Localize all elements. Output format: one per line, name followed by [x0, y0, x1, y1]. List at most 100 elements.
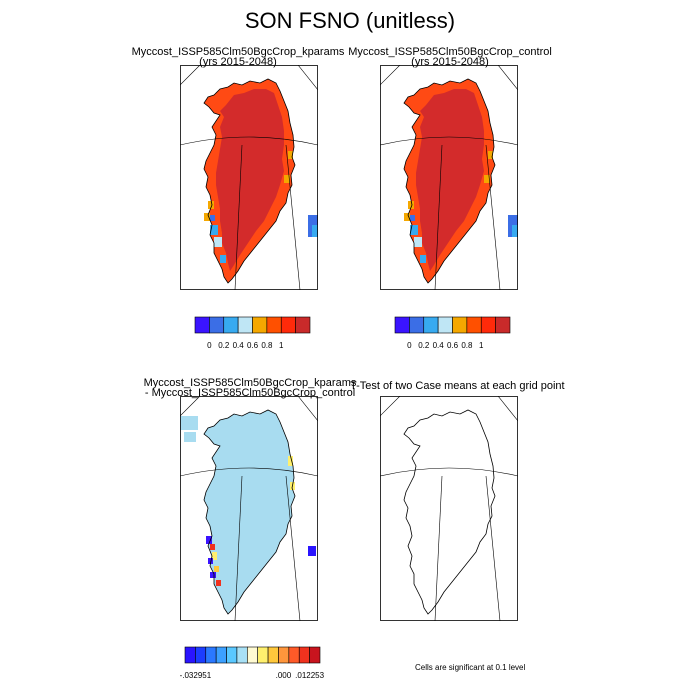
control-coast-cell-0 [408, 201, 414, 209]
control-coast-cell-3 [414, 237, 422, 247]
panel-title-kparams: Myccost_ISSP585Clm50BgcCrop_kparams (yrs… [128, 46, 348, 68]
control-coastline [403, 78, 496, 284]
kparams-colorbar-tick-label: 0.2 [218, 341, 230, 350]
diff-colorbar-swatch-10 [288, 646, 300, 664]
kparams-meridian-2 [285, 144, 301, 290]
kparams-latitude-line [180, 136, 318, 146]
diff-meridian-1 [234, 475, 243, 621]
kparams-colorbar-tick-label: 1 [279, 341, 284, 350]
panel-title-diff-line2: - Myccost_ISSP585Clm50BgcCrop_control [144, 387, 356, 399]
control-colorbar-swatch-7 [495, 316, 511, 334]
control-colorbar-tick-label: 0.4 [433, 341, 445, 350]
control-ellesmere-cell-1 [512, 225, 518, 237]
diff-meridian-3 [180, 396, 201, 417]
ttest-meridian-4 [497, 396, 518, 422]
diff-colorbar-swatch-5 [236, 646, 248, 664]
panel-title-control-line1: Myccost_ISSP585Clm50BgcCrop_control [348, 46, 552, 58]
ttest-latitude-line [380, 467, 518, 477]
control-coast-cell-6 [484, 175, 490, 183]
diff-coast-cell-3 [208, 558, 213, 564]
kparams-colorbar-swatch-6 [280, 316, 296, 334]
diff-colorbar-swatch-7 [257, 646, 269, 664]
kparams-coastline [203, 78, 296, 284]
control-meridian-2 [485, 144, 501, 290]
panel-title-kparams-line2: (yrs 2015-2048) [199, 56, 277, 68]
diff-meridian-4 [297, 396, 318, 422]
kparams-colorbar-tick-label: 0.4 [233, 341, 245, 350]
kparams-colorbar-swatch-0 [194, 316, 210, 334]
diff-colorbar-swatch-9 [278, 646, 290, 664]
control-coast-cell-1 [404, 213, 410, 221]
control-coast-cell-5 [420, 255, 426, 263]
kparams-coast-cell-5 [220, 255, 226, 263]
kparams-colorbar-swatch-2 [223, 316, 239, 334]
diff-coast-cell-6 [216, 580, 221, 586]
control-colorbar-swatch-1 [409, 316, 425, 334]
control-meridian-3 [380, 65, 401, 86]
kparams-coast-cell-7 [288, 151, 293, 159]
ttest-coastline [403, 409, 496, 615]
diff-coast-cell-2 [212, 552, 217, 560]
kparams-meridian-3 [180, 65, 201, 86]
ttest-meridian-2 [485, 475, 501, 621]
diff-coast-cell-9 [308, 546, 316, 556]
control-meridian-1 [434, 144, 443, 290]
control-coast-cell-2 [410, 225, 418, 235]
page-title: SON FSNO (unitless) [244, 8, 456, 33]
diff-coast-cell-7 [288, 456, 293, 466]
diff-ellesmere-cell-0 [180, 416, 198, 430]
diff-ellesmere-cell-1 [184, 432, 196, 442]
kparams-coast-cell-1 [204, 213, 210, 221]
ttest-frame [380, 396, 518, 621]
ttest-meridian-3 [380, 396, 401, 417]
panel-title-control-line2: (yrs 2015-2048) [411, 56, 489, 68]
kparams-colorbar-swatch-1 [209, 316, 225, 334]
control-colorbar-tick-label: 0.6 [447, 341, 459, 350]
colorbar-diff: -.032951 .000.012253 [180, 646, 325, 680]
kparams-colorbar-swatch-7 [295, 316, 311, 334]
control-coast-cell-4 [410, 215, 415, 221]
kparams-frame [180, 65, 318, 290]
map-diff [180, 396, 318, 621]
diff-meridian-2 [285, 475, 301, 621]
diff-interior-fill [216, 420, 284, 602]
diff-colorbar-swatch-2 [205, 646, 217, 664]
map-ttest [380, 396, 518, 621]
kparams-coast-cell-6 [284, 175, 290, 183]
diff-coastline [203, 409, 296, 615]
kparams-meridian-1 [234, 144, 243, 290]
diff-colorbar-swatch-1 [195, 646, 207, 664]
diff-colorbar-swatch-12 [309, 646, 321, 664]
control-meridian-4 [497, 65, 518, 91]
control-frame [380, 65, 518, 290]
diff-colorbar-swatch-11 [298, 646, 310, 664]
control-colorbar-tick-label: 0 [407, 341, 412, 350]
panel-title-control: Myccost_ISSP585Clm50BgcCrop_control (yrs… [340, 46, 560, 68]
diff-colorbar-tick-label: .012253 [295, 671, 324, 680]
kparams-colorbar-tick-label: 0 [207, 341, 212, 350]
control-colorbar-swatch-0 [394, 316, 410, 334]
diff-colorbar-tick-label: -.032951 [180, 671, 212, 680]
control-colorbar-swatch-5 [466, 316, 482, 334]
control-colorbar-swatch-3 [437, 316, 453, 334]
kparams-colorbar-tick-label: 0.8 [261, 341, 273, 350]
map-control [380, 65, 518, 290]
kparams-coast-cell-3 [214, 237, 222, 247]
kparams-interior-fill [216, 89, 284, 271]
diff-frame [180, 396, 318, 621]
control-latitude-line [380, 136, 518, 146]
kparams-ellesmere-cell-1 [312, 225, 318, 237]
kparams-coast-cell-0 [208, 201, 214, 209]
diff-colorbar-swatch-6 [247, 646, 258, 664]
diff-colorbar-swatch-4 [226, 646, 238, 664]
diff-colorbar-swatch-8 [267, 646, 279, 664]
control-colorbar-swatch-2 [423, 316, 439, 334]
control-colorbar-tick-label: 0.8 [461, 341, 473, 350]
control-interior-fill [416, 89, 484, 271]
ttest-meridian-1 [434, 475, 443, 621]
diff-colorbar-swatch-3 [215, 646, 227, 664]
map-kparams [180, 65, 318, 290]
panel-title-kparams-line1: Myccost_ISSP585Clm50BgcCrop_kparams [131, 46, 345, 58]
diff-colorbar-tick-label: .000 [276, 671, 292, 680]
colorbar-kparams: 0 0.2 0.4 0.6 0.8 1 [194, 316, 311, 350]
